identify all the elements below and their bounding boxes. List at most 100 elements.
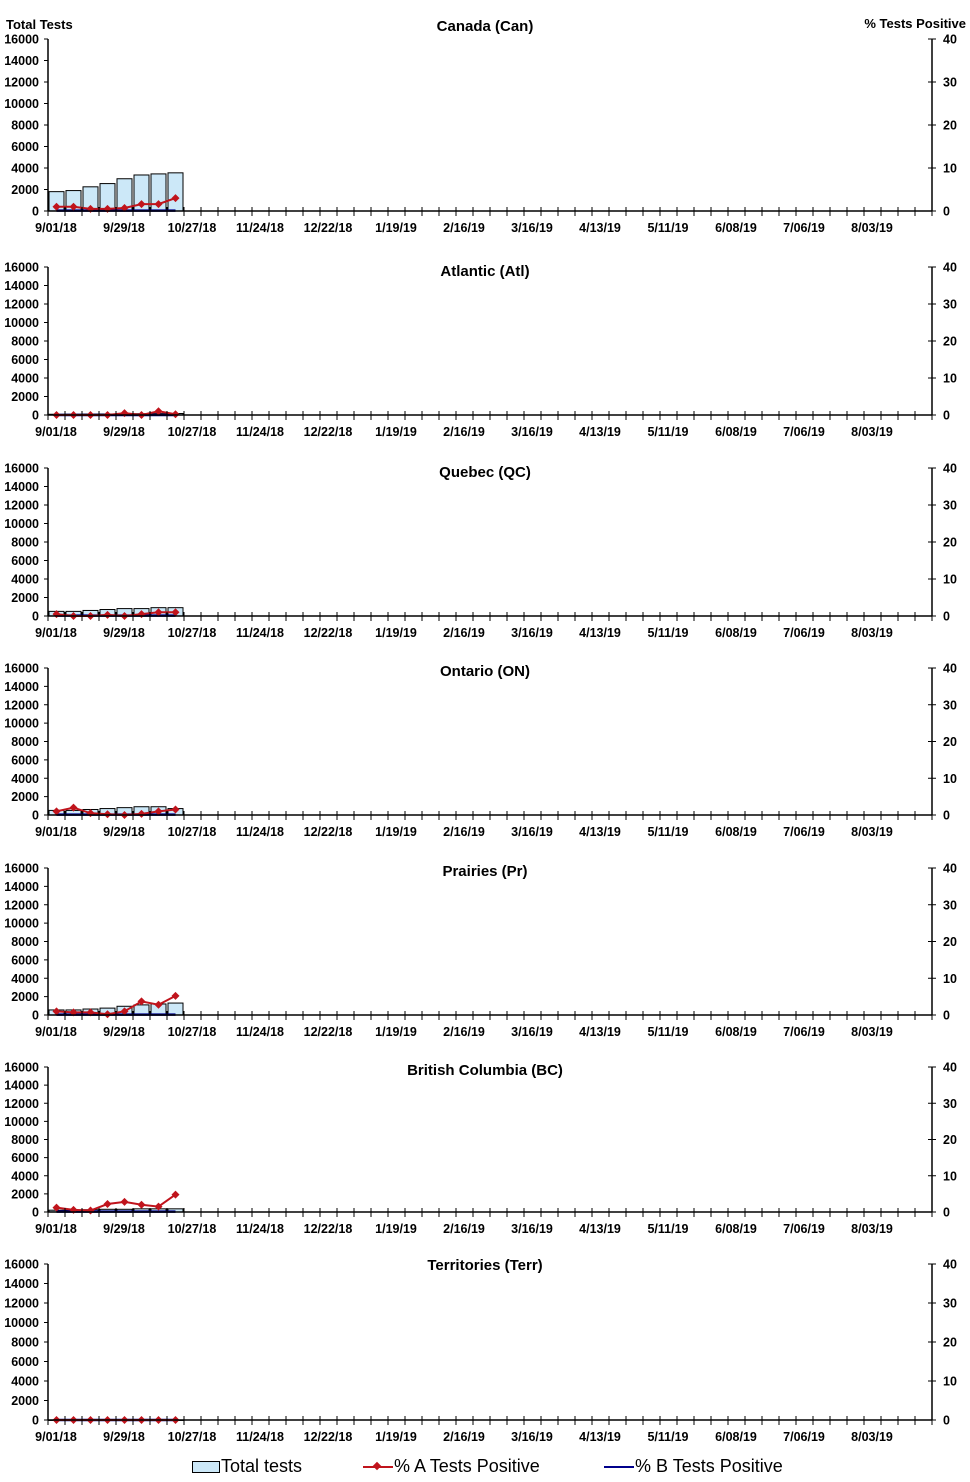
left-tick-label: 14000 bbox=[4, 480, 39, 494]
chart-panel: Canada (Can) Total Tests % Tests Positive 0… bbox=[4, 16, 966, 235]
chart-panel: Quebec (QC) 0 2000 4000 6000 8000 10000 12000 14… bbox=[4, 462, 957, 641]
left-tick-label: 0 bbox=[32, 610, 39, 624]
x-tick-label: 3/16/19 bbox=[511, 825, 553, 839]
x-tick-label: 12/22/18 bbox=[304, 1430, 353, 1444]
x-tick-label: 8/03/19 bbox=[851, 221, 893, 235]
a-positive-marker bbox=[69, 202, 78, 211]
x-tick-label: 7/06/19 bbox=[783, 1025, 825, 1039]
right-tick-label: 40 bbox=[943, 261, 957, 275]
left-tick-label: 14000 bbox=[4, 279, 39, 293]
left-tick-label: 10000 bbox=[4, 1115, 39, 1129]
x-tick-label: 10/27/18 bbox=[168, 626, 217, 640]
a-positive-marker bbox=[171, 194, 180, 203]
a-positive-marker bbox=[120, 203, 129, 212]
x-tick-label: 4/13/19 bbox=[579, 1025, 621, 1039]
a-positive-marker bbox=[52, 1007, 61, 1016]
a-positive-marker bbox=[137, 200, 146, 209]
right-tick-label: 30 bbox=[943, 499, 957, 513]
right-tick-label: 0 bbox=[943, 1414, 950, 1428]
right-tick-label: 0 bbox=[943, 1206, 950, 1220]
left-tick-label: 6000 bbox=[11, 140, 39, 154]
right-tick-label: 0 bbox=[943, 1009, 950, 1023]
x-tick-label: 11/24/18 bbox=[236, 1025, 284, 1039]
chart-title: British Columbia (BC) bbox=[407, 1062, 563, 1079]
x-tick-label: 9/29/18 bbox=[103, 1430, 145, 1444]
left-tick-label: 6000 bbox=[11, 1355, 39, 1369]
a-positive-marker bbox=[137, 1200, 146, 1209]
left-tick-label: 6000 bbox=[11, 953, 39, 967]
left-tick-label: 0 bbox=[32, 809, 39, 823]
right-tick-label: 0 bbox=[943, 610, 950, 624]
a-positive-marker bbox=[52, 807, 61, 816]
left-tick-label: 8000 bbox=[11, 1133, 39, 1147]
x-tick-label: 9/01/18 bbox=[35, 626, 77, 640]
right-tick-label: 20 bbox=[943, 935, 957, 949]
right-tick-label: 20 bbox=[943, 536, 957, 550]
a-positive-marker bbox=[154, 1202, 163, 1211]
x-tick-label: 6/08/19 bbox=[715, 1222, 757, 1236]
x-tick-label: 9/29/18 bbox=[103, 626, 145, 640]
legend-total-label: Total tests bbox=[221, 1456, 303, 1476]
legend-total-tests: Total tests bbox=[192, 1456, 302, 1477]
left-tick-label: 16000 bbox=[4, 862, 39, 876]
x-tick-label: 12/22/18 bbox=[304, 425, 353, 439]
right-tick-label: 20 bbox=[943, 735, 957, 749]
x-tick-label: 7/06/19 bbox=[783, 425, 825, 439]
a-positive-marker bbox=[120, 1007, 129, 1016]
bar-swatch-icon bbox=[192, 1460, 220, 1473]
x-tick-label: 8/03/19 bbox=[851, 825, 893, 839]
chart-title: Quebec (QC) bbox=[439, 464, 531, 481]
right-tick-label: 30 bbox=[943, 698, 957, 712]
x-tick-label: 9/01/18 bbox=[35, 1430, 77, 1444]
x-tick-label: 1/19/19 bbox=[375, 1025, 417, 1039]
x-tick-label: 7/06/19 bbox=[783, 825, 825, 839]
a-positive-marker bbox=[86, 1206, 95, 1215]
x-tick-label: 6/08/19 bbox=[715, 221, 757, 235]
chart-panel: Atlantic (Atl) 0 2000 4000 6000 8000 10000 1200… bbox=[4, 261, 957, 440]
x-tick-label: 11/24/18 bbox=[236, 425, 284, 439]
x-tick-label: 3/16/19 bbox=[511, 1430, 553, 1444]
x-tick-label: 11/24/18 bbox=[236, 1430, 284, 1444]
right-tick-label: 20 bbox=[943, 119, 957, 133]
x-tick-label: 7/06/19 bbox=[783, 1430, 825, 1444]
x-tick-label: 1/19/19 bbox=[375, 626, 417, 640]
a-positive-marker bbox=[103, 1200, 112, 1209]
left-tick-label: 8000 bbox=[11, 536, 39, 550]
x-tick-label: 10/27/18 bbox=[168, 1222, 217, 1236]
left-tick-label: 6000 bbox=[11, 353, 39, 367]
chart-title: Prairies (Pr) bbox=[442, 863, 527, 880]
x-tick-label: 1/19/19 bbox=[375, 1222, 417, 1236]
right-tick-label: 40 bbox=[943, 33, 957, 47]
x-tick-label: 4/13/19 bbox=[579, 626, 621, 640]
left-tick-label: 4000 bbox=[11, 772, 39, 786]
left-tick-label: 0 bbox=[32, 409, 39, 423]
left-tick-label: 4000 bbox=[11, 1169, 39, 1183]
x-tick-label: 10/27/18 bbox=[168, 1430, 217, 1444]
left-tick-label: 4000 bbox=[11, 972, 39, 986]
left-tick-label: 8000 bbox=[11, 119, 39, 133]
a-positive-marker bbox=[154, 200, 163, 209]
x-tick-label: 2/16/19 bbox=[443, 221, 485, 235]
right-tick-label: 30 bbox=[943, 76, 957, 90]
legend-a-positive: % A Tests Positive bbox=[363, 1456, 540, 1477]
left-tick-label: 0 bbox=[32, 1414, 39, 1428]
left-tick-label: 10000 bbox=[4, 517, 39, 531]
x-tick-label: 8/03/19 bbox=[851, 1025, 893, 1039]
x-tick-label: 9/01/18 bbox=[35, 221, 77, 235]
x-tick-label: 10/27/18 bbox=[168, 221, 217, 235]
left-tick-label: 14000 bbox=[4, 680, 39, 694]
x-tick-label: 6/08/19 bbox=[715, 1025, 757, 1039]
x-tick-label: 5/11/19 bbox=[647, 1222, 688, 1236]
x-tick-label: 3/16/19 bbox=[511, 626, 553, 640]
left-tick-label: 2000 bbox=[11, 990, 39, 1004]
left-tick-label: 12000 bbox=[4, 76, 39, 90]
x-tick-label: 9/29/18 bbox=[103, 1222, 145, 1236]
x-tick-label: 2/16/19 bbox=[443, 1222, 485, 1236]
left-tick-label: 14000 bbox=[4, 1277, 39, 1291]
right-tick-label: 10 bbox=[943, 972, 957, 986]
left-tick-label: 12000 bbox=[4, 1297, 39, 1311]
right-tick-label: 30 bbox=[943, 1097, 957, 1111]
left-tick-label: 16000 bbox=[4, 462, 39, 476]
legend-b-label: % B Tests Positive bbox=[635, 1456, 783, 1476]
